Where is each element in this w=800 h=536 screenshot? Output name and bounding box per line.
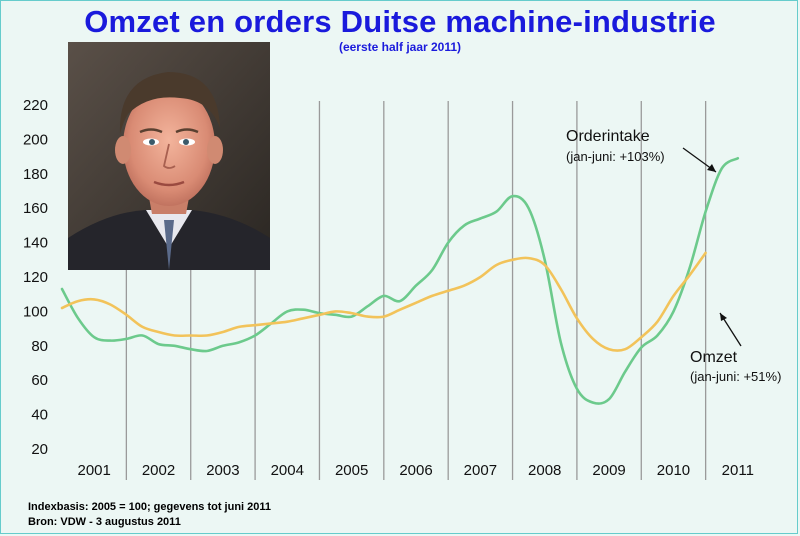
series-line-omzet (60, 251, 707, 352)
x-tick-label: 2006 (399, 462, 432, 479)
omzet-annotation-note: (jan-juni: +51%) (690, 369, 781, 384)
x-tick-label: 2002 (142, 462, 175, 479)
y-tick-label: 40 (31, 407, 48, 424)
y-tick-label: 200 (23, 131, 48, 148)
y-tick-label: 120 (23, 269, 48, 286)
x-tick-label: 2009 (592, 462, 625, 479)
orders-annotation-label: Orderintake (566, 128, 650, 145)
y-tick-label: 80 (31, 338, 48, 355)
orders-annotation-arrow (682, 147, 717, 173)
x-tick-label: 2010 (657, 462, 690, 479)
orders-annotation-note: (jan-juni: +103%) (566, 149, 665, 164)
omzet-annotation-arrow (719, 312, 742, 347)
series-line-orderintake (60, 157, 740, 405)
y-tick-label: 220 (23, 97, 48, 114)
y-axis-ticks: 20 40 60 80 100 120 140 160 180 200 220 (23, 97, 48, 458)
portrait-photo (68, 42, 270, 270)
footer-index-note: Indexbasis: 2005 = 100; gegevens tot jun… (28, 501, 272, 513)
x-tick-label: 2004 (271, 462, 304, 479)
x-tick-label: 2005 (335, 462, 368, 479)
series-lines (60, 157, 740, 405)
omzet-annotation-label: Omzet (690, 349, 738, 366)
y-tick-label: 60 (31, 372, 48, 389)
x-tick-label: 2003 (206, 462, 239, 479)
y-tick-label: 140 (23, 235, 48, 252)
x-axis-ticks: 2001 2002 2003 2004 2005 2006 2007 2008 2009 2010… (77, 462, 753, 479)
chart-footer: Indexbasis: 2005 = 100; gegevens tot jun… (28, 500, 271, 530)
x-tick-label: 2001 (77, 462, 110, 479)
y-tick-label: 20 (31, 441, 48, 458)
footer-source-note: Bron: VDW - 3 augustus 2011 (28, 516, 181, 528)
x-tick-label: 2011 (722, 462, 754, 479)
y-tick-label: 180 (23, 166, 48, 183)
x-tick-label: 2007 (464, 462, 497, 479)
grid-lines (125, 101, 707, 480)
x-tick-label: 2008 (528, 462, 561, 479)
y-tick-label: 100 (23, 303, 48, 320)
chart-subtitle: (eerste half jaar 2011) (338, 40, 462, 54)
y-tick-label: 160 (23, 200, 48, 217)
chart-title: Omzet en orders Duitse machine-industrie (84, 4, 716, 39)
